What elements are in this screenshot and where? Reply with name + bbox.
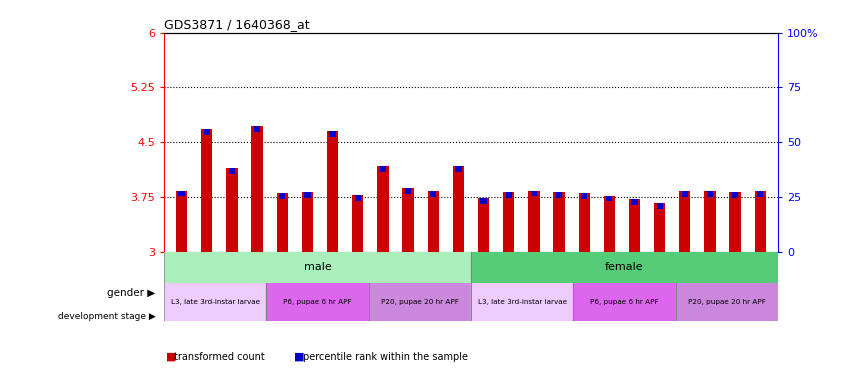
Bar [706, 191, 713, 197]
Bar [164, 252, 471, 283]
Bar [178, 190, 185, 196]
Bar [480, 198, 487, 204]
Bar [553, 192, 564, 252]
Bar [330, 131, 336, 137]
Text: male: male [304, 262, 331, 272]
Bar [427, 191, 439, 252]
Bar [355, 195, 361, 201]
Bar [327, 131, 338, 252]
Bar [302, 192, 313, 252]
Bar [606, 195, 612, 202]
Bar [277, 194, 288, 252]
Bar [267, 283, 368, 321]
Bar [304, 192, 310, 198]
Text: ■: ■ [294, 352, 304, 362]
Text: development stage ▶: development stage ▶ [58, 312, 156, 321]
Text: female: female [606, 262, 643, 272]
Bar [531, 190, 537, 196]
Bar [574, 283, 675, 321]
Bar [579, 194, 590, 252]
Bar [402, 188, 414, 252]
Bar [732, 192, 738, 198]
Text: P20, pupae 20 hr APF: P20, pupae 20 hr APF [688, 299, 765, 305]
Bar [352, 195, 363, 252]
Bar [503, 192, 515, 252]
Bar [378, 166, 389, 252]
Bar [229, 168, 235, 174]
Bar [226, 168, 238, 252]
Bar [405, 188, 411, 194]
Bar [704, 191, 716, 252]
Bar [729, 192, 741, 252]
Bar [471, 252, 778, 283]
Bar [204, 129, 210, 135]
Bar [680, 191, 690, 252]
Bar [201, 129, 213, 252]
Bar [254, 126, 260, 132]
Bar [757, 191, 764, 197]
Text: P6, pupae 6 hr APF: P6, pupae 6 hr APF [283, 299, 352, 305]
Bar [164, 283, 267, 321]
Bar [251, 126, 262, 252]
Bar [754, 191, 766, 252]
Bar [452, 166, 464, 252]
Text: percentile rank within the sample: percentile rank within the sample [303, 352, 468, 362]
Text: GDS3871 / 1640368_at: GDS3871 / 1640368_at [164, 18, 309, 31]
Bar [368, 283, 471, 321]
Bar [279, 194, 285, 199]
Bar [604, 195, 615, 252]
Bar [430, 191, 436, 197]
Text: ■: ■ [166, 352, 176, 362]
Bar [455, 166, 462, 172]
Text: P20, pupae 20 hr APF: P20, pupae 20 hr APF [381, 299, 458, 305]
Bar [556, 192, 562, 198]
Bar [657, 203, 663, 209]
Bar [380, 166, 386, 172]
Bar [505, 192, 512, 198]
Bar [675, 283, 778, 321]
Text: L3, late 3rd-instar larvae: L3, late 3rd-instar larvae [171, 299, 260, 305]
Text: P6, pupae 6 hr APF: P6, pupae 6 hr APF [590, 299, 659, 305]
Text: gender ▶: gender ▶ [108, 288, 156, 298]
Bar [478, 198, 489, 252]
Bar [629, 199, 640, 252]
Text: transformed count: transformed count [174, 352, 265, 362]
Bar [632, 199, 637, 205]
Bar [176, 190, 188, 252]
Bar [682, 191, 688, 197]
Bar [471, 283, 574, 321]
Bar [528, 190, 540, 252]
Text: L3, late 3rd-instar larvae: L3, late 3rd-instar larvae [478, 299, 567, 305]
Bar [581, 194, 587, 199]
Bar [654, 203, 665, 252]
